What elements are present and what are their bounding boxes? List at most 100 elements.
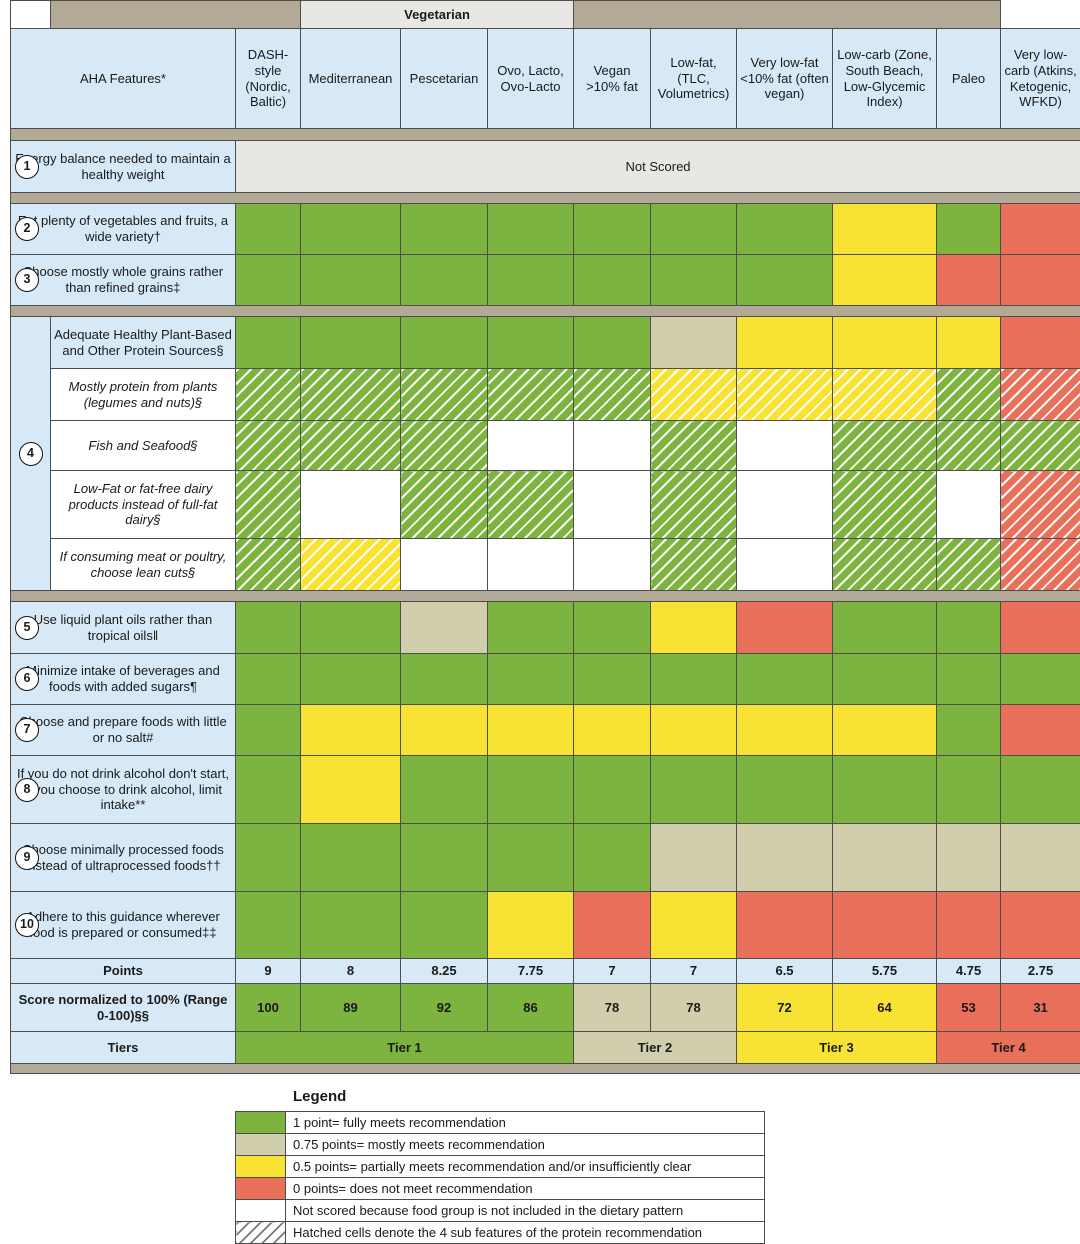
feature-label-text: If you do not drink alcohol don't start,… (17, 766, 229, 813)
score-cell-green-1pt (401, 756, 488, 824)
feature-label-text: Use liquid plant oils rather than tropic… (34, 612, 213, 643)
score-cell-yellow-05pt (651, 705, 737, 756)
score-cell-green-1pt (651, 654, 737, 705)
score-cell-red-0pt (937, 892, 1001, 959)
score-cell-green-1pt (301, 204, 401, 255)
legend-swatch-green (236, 1112, 286, 1134)
score-cell-green-1pt (937, 756, 1001, 824)
score-cell-tan-075pt (1001, 824, 1080, 892)
tier-cell-tier-1: Tier 1 (236, 1032, 574, 1064)
score-cell-yellow-05pt (651, 602, 737, 654)
feature-label-text: Minimize intake of beverages and foods w… (26, 663, 220, 694)
score-cell-yellow-05pt (737, 705, 833, 756)
column-header-6: Low-fat, (TLC, Volumetrics) (651, 29, 737, 129)
score-cell-green-1pt (651, 756, 737, 824)
normalized-score-value-8: 64 (833, 984, 937, 1032)
score-cell-green-1pt (833, 756, 937, 824)
score-cell-green-1pt (488, 317, 574, 369)
score-cell-yellow-05pt (833, 255, 937, 306)
column-header-2: Mediterranean (301, 29, 401, 129)
score-cell-green-1pt (833, 602, 937, 654)
score-cell-green-1pt (574, 654, 651, 705)
sub-feature-label: Fish and Seafood§ (51, 421, 236, 471)
score-cell-red-0pt (1001, 892, 1080, 959)
row-number-10: 10 (15, 913, 39, 937)
score-cell-tan-075pt (937, 824, 1001, 892)
features-header: AHA Features* (11, 29, 236, 129)
normalized-score-value-2: 89 (301, 984, 401, 1032)
feature-label-text: Choose and prepare foods with little or … (19, 714, 226, 745)
score-cell-hatched-green-1pt (236, 539, 301, 591)
score-cell-red-0pt (937, 255, 1001, 306)
score-cell-hatched-green-1pt (488, 369, 574, 421)
legend-swatch-tan (236, 1134, 286, 1156)
score-cell-white-not-scored (574, 471, 651, 539)
feature-label-text: Eat plenty of vegetables and fruits, a w… (18, 213, 228, 244)
legend-text-hatched: Hatched cells denote the 4 sub features … (286, 1222, 765, 1244)
score-cell-white-not-scored (574, 539, 651, 591)
separator-bar (11, 129, 1080, 141)
score-cell-white-not-scored (737, 421, 833, 471)
score-cell-green-1pt (236, 654, 301, 705)
row-number-3: 3 (15, 268, 39, 292)
score-cell-yellow-05pt (833, 705, 937, 756)
score-cell-hatched-green-1pt (236, 421, 301, 471)
normalized-score-value-3: 92 (401, 984, 488, 1032)
score-cell-hatched-green-1pt (833, 539, 937, 591)
sub-feature-label: Mostly protein from plants (legumes and … (51, 369, 236, 421)
points-value-3: 8.25 (401, 959, 488, 984)
score-cell-red-0pt (737, 892, 833, 959)
group-bar-left (51, 1, 301, 29)
score-cell-green-1pt (488, 204, 574, 255)
score-cell-hatched-green-1pt (937, 421, 1001, 471)
column-header-1: DASH-style (Nordic, Baltic) (236, 29, 301, 129)
score-cell-white-not-scored (301, 471, 401, 539)
score-cell-yellow-05pt (488, 705, 574, 756)
score-cell-yellow-05pt (401, 705, 488, 756)
score-cell-red-0pt (1001, 255, 1080, 306)
column-header-7: Very low-fat <10% fat (often vegan) (737, 29, 833, 129)
separator-bar (11, 306, 1080, 317)
score-cell-hatched-green-1pt (574, 369, 651, 421)
column-header-8: Low-carb (Zone, South Beach, Low-Glycemi… (833, 29, 937, 129)
column-header-10: Very low-carb (Atkins, Ketogenic, WFKD) (1001, 29, 1080, 129)
score-cell-green-1pt (236, 602, 301, 654)
score-cell-green-1pt (236, 705, 301, 756)
legend-swatch-white (236, 1200, 286, 1222)
score-cell-green-1pt (401, 317, 488, 369)
points-value-2: 8 (301, 959, 401, 984)
points-value-4: 7.75 (488, 959, 574, 984)
points-value-6: 7 (651, 959, 737, 984)
column-header-4: Ovo, Lacto, Ovo-Lacto (488, 29, 574, 129)
score-cell-green-1pt (301, 824, 401, 892)
score-cell-hatched-red-0pt (1001, 471, 1080, 539)
points-value-10: 2.75 (1001, 959, 1080, 984)
tiers-label: Tiers (11, 1032, 236, 1064)
feature-label: Adequate Healthy Plant-Based and Other P… (51, 317, 236, 369)
tier-cell-tier-3: Tier 3 (737, 1032, 937, 1064)
score-cell-green-1pt (651, 255, 737, 306)
score-cell-green-1pt (737, 255, 833, 306)
score-cell-hatched-yellow-05pt (737, 369, 833, 421)
score-cell-white-not-scored (574, 421, 651, 471)
score-cell-hatched-red-0pt (1001, 539, 1080, 591)
score-cell-hatched-green-1pt (488, 471, 574, 539)
legend-title: Legend (293, 1088, 765, 1105)
score-cell-green-1pt (301, 602, 401, 654)
score-cell-green-1pt (236, 204, 301, 255)
score-cell-green-1pt (737, 654, 833, 705)
score-cell-tan-075pt (651, 317, 737, 369)
score-cell-yellow-05pt (488, 892, 574, 959)
score-cell-green-1pt (401, 204, 488, 255)
normalized-score-value-1: 100 (236, 984, 301, 1032)
score-cell-green-1pt (401, 255, 488, 306)
sub-feature-label: Low-Fat or fat-free dairy products inste… (51, 471, 236, 539)
